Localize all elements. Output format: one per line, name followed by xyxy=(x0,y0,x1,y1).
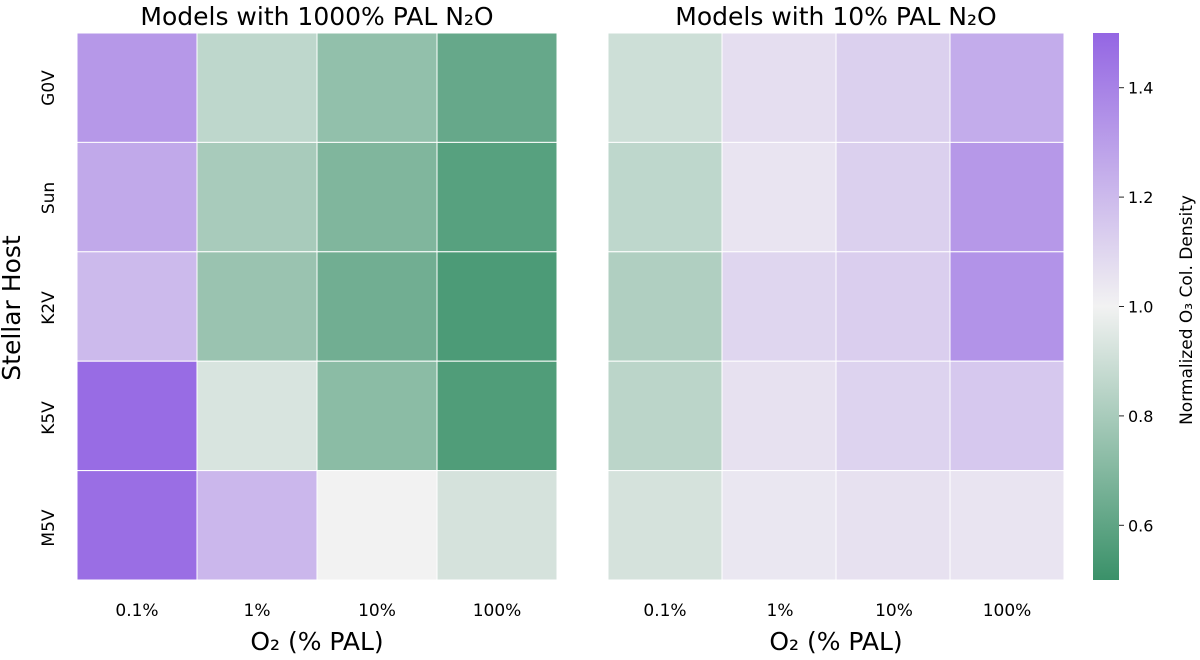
right-heatmap-cell xyxy=(607,251,723,362)
right-x-ticks: 0.1% 1% 10% 100% xyxy=(643,601,1031,621)
left-heatmap-cell xyxy=(76,360,198,472)
colorbar-tick-label: 0.6 xyxy=(1128,516,1153,535)
colorbar-tick-label: 1.2 xyxy=(1128,188,1153,207)
left-heatmap-cell xyxy=(436,141,558,253)
right-title: Models with 10% PAL N₂O xyxy=(675,2,996,31)
left-heatmap-cell xyxy=(76,470,198,581)
left-x-tick: 10% xyxy=(358,601,396,621)
right-heatmap-cell xyxy=(949,32,1065,143)
right-heatmap-cell xyxy=(835,32,951,143)
right-x-tick: 0.1% xyxy=(643,601,686,621)
left-cells xyxy=(76,32,558,581)
left-y-tick: K5V xyxy=(39,401,59,435)
left-heatmap-cell xyxy=(196,32,318,143)
right-heatmap-cell xyxy=(721,360,837,472)
left-heatmap-cell xyxy=(76,32,198,143)
right-heatmap-cell xyxy=(949,470,1065,581)
right-x-tick: 100% xyxy=(983,601,1032,621)
left-x-tick: 100% xyxy=(473,601,522,621)
left-heatmap-cell xyxy=(436,32,558,143)
left-heatmap-cell xyxy=(316,360,438,472)
left-heatmap-cell xyxy=(76,141,198,253)
colorbar-label: Normalized O₃ Col. Density xyxy=(1177,195,1197,425)
left-y-ticks: G0V Sun K2V K5V M5V xyxy=(39,70,59,547)
left-heatmap-cell xyxy=(436,360,558,472)
y-axis-label: Stellar Host xyxy=(0,235,26,381)
right-heatmap-cell xyxy=(721,470,837,581)
right-cells xyxy=(607,32,1065,581)
colorbar-tick-label: 1.0 xyxy=(1128,298,1153,317)
left-heatmap-cell xyxy=(196,360,318,472)
left-x-tick: 0.1% xyxy=(115,601,158,621)
left-heatmap-cell xyxy=(196,470,318,581)
colorbar-tick-label: 0.8 xyxy=(1128,407,1153,426)
left-heatmap-cell xyxy=(436,251,558,362)
left-x-tick: 1% xyxy=(244,601,271,621)
colorbar: 0.6 0.8 1.0 1.2 1.4 Normalized O₃ Col. Densi… xyxy=(1093,33,1197,580)
left-heatmap-cell xyxy=(316,470,438,581)
right-heatmap-cell xyxy=(835,251,951,362)
colorbar-ticks: 0.6 0.8 1.0 1.2 1.4 xyxy=(1119,79,1153,535)
left-x-axis-label: O₂ (% PAL) xyxy=(250,627,383,656)
colorbar-tick-label: 1.4 xyxy=(1128,79,1153,98)
right-heatmap-cell xyxy=(949,141,1065,253)
heatmap-right: Models with 10% PAL N₂O 0.1% 1% 10% 100%… xyxy=(607,2,1065,656)
left-heatmap-cell xyxy=(316,251,438,362)
right-heatmap-cell xyxy=(607,360,723,472)
right-x-tick: 10% xyxy=(875,601,913,621)
right-heatmap-cell xyxy=(835,360,951,472)
left-x-ticks: 0.1% 1% 10% 100% xyxy=(115,601,521,621)
left-heatmap-cell xyxy=(76,251,198,362)
left-y-tick: M5V xyxy=(39,509,59,546)
right-x-axis-label: O₂ (% PAL) xyxy=(769,627,902,656)
left-y-tick: Sun xyxy=(39,182,59,214)
right-heatmap-cell xyxy=(607,141,723,253)
right-heatmap-cell xyxy=(949,360,1065,472)
right-heatmap-cell xyxy=(721,251,837,362)
left-heatmap-cell xyxy=(196,141,318,253)
right-heatmap-cell xyxy=(835,470,951,581)
right-heatmap-cell xyxy=(607,32,723,143)
left-y-tick: K2V xyxy=(39,291,59,325)
left-heatmap-cell xyxy=(316,141,438,253)
left-heatmap-cell xyxy=(316,32,438,143)
right-x-tick: 1% xyxy=(767,601,794,621)
right-heatmap-cell xyxy=(721,32,837,143)
left-y-tick: G0V xyxy=(39,70,59,106)
left-title: Models with 1000% PAL N₂O xyxy=(140,2,493,31)
right-heatmap-cell xyxy=(607,470,723,581)
right-heatmap-cell xyxy=(721,141,837,253)
right-heatmap-cell xyxy=(949,251,1065,362)
left-heatmap-cell xyxy=(196,251,318,362)
heatmap-left: Models with 1000% PAL N₂O 0.1% 1% 10% 10… xyxy=(0,2,558,656)
left-heatmap-cell xyxy=(436,470,558,581)
colorbar-gradient xyxy=(1093,33,1119,580)
right-heatmap-cell xyxy=(835,141,951,253)
